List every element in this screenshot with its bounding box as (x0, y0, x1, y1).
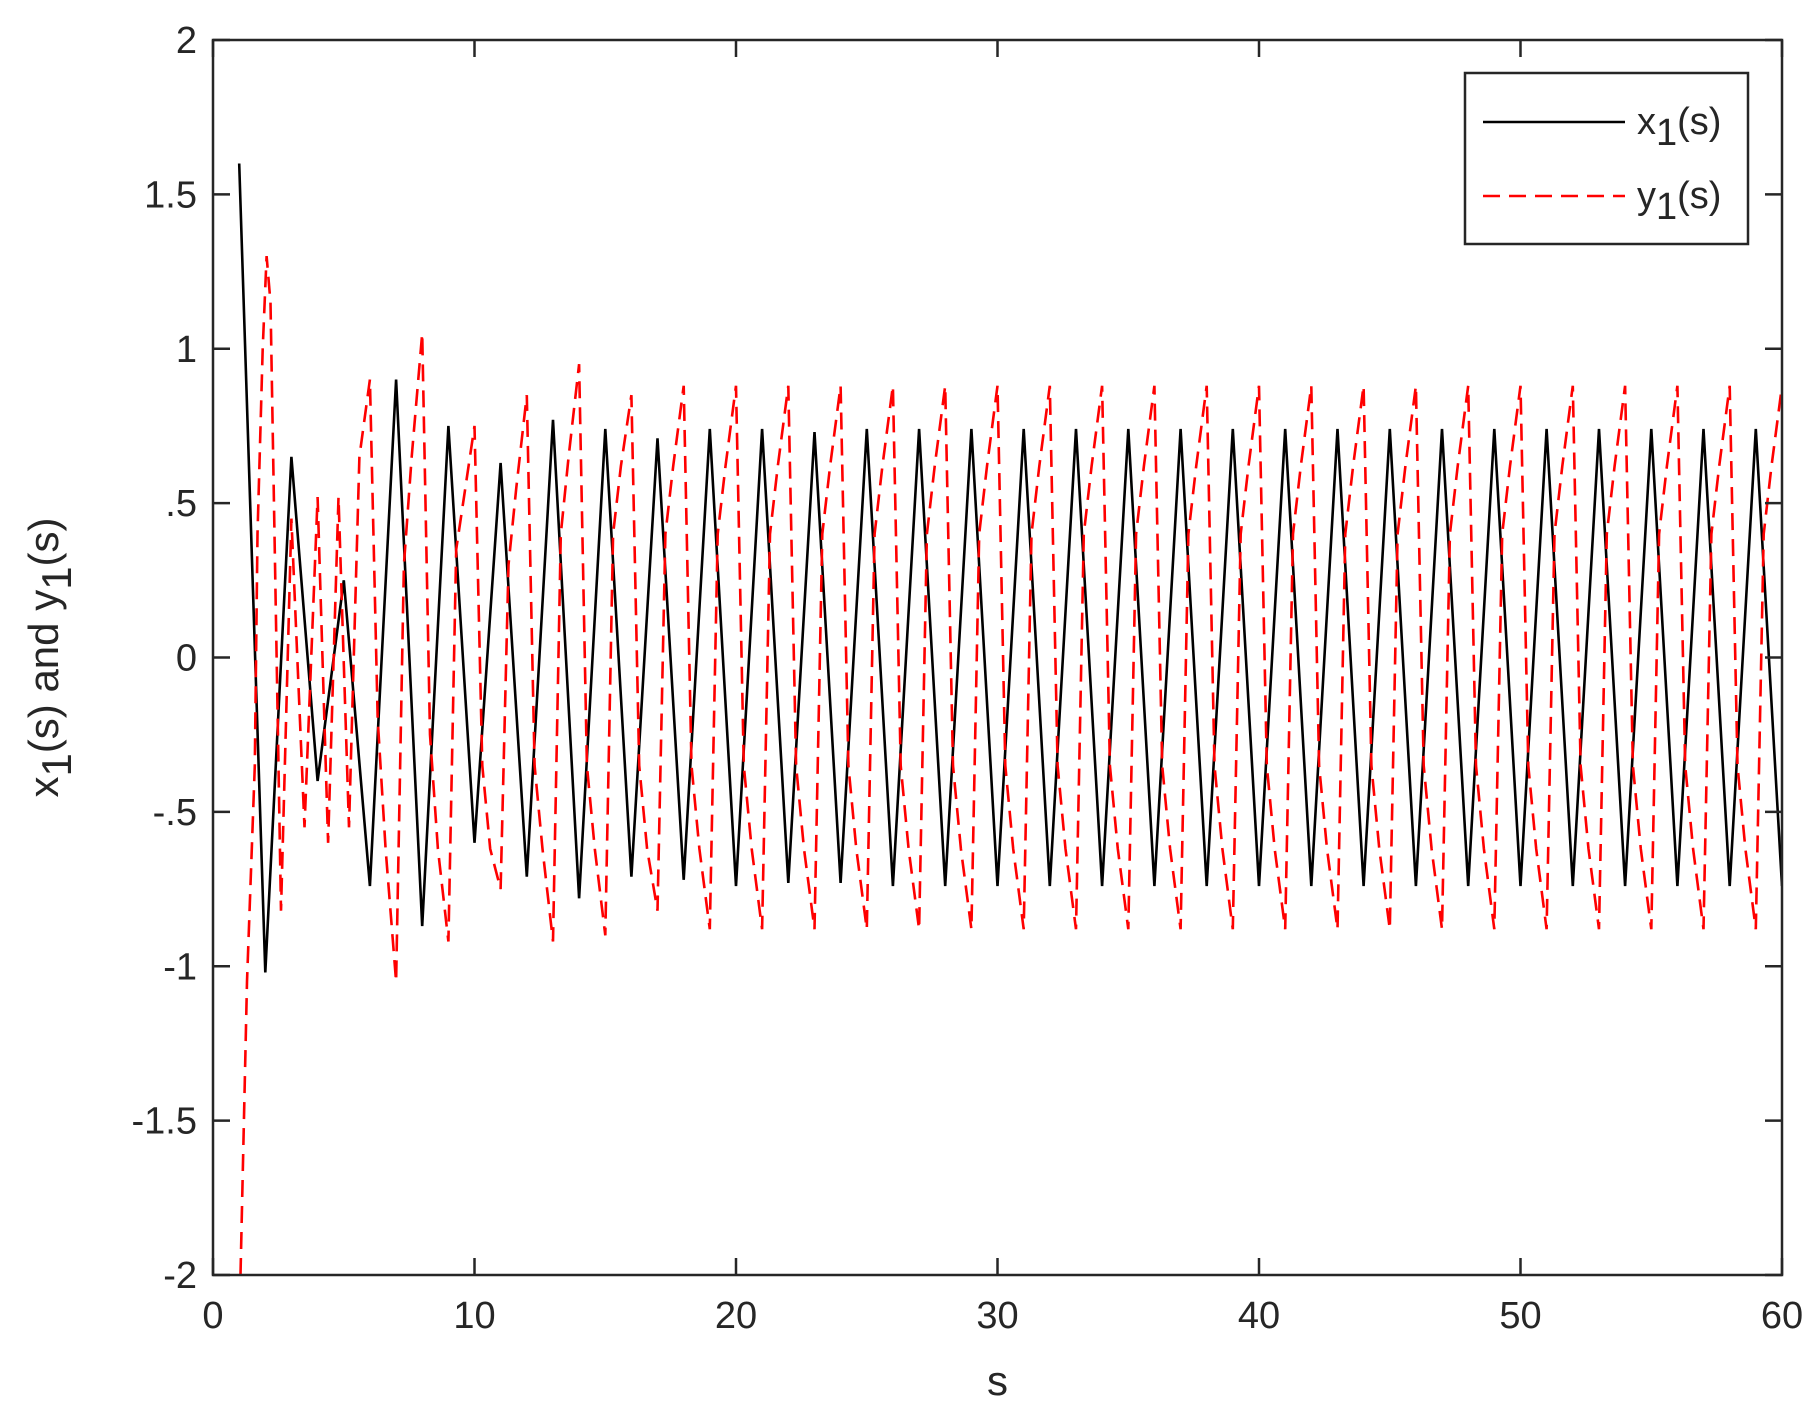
x-tick-label: 10 (453, 1295, 495, 1337)
series-line-1 (237, 163, 1782, 973)
y-tick-label: -.5 (153, 792, 197, 834)
ticks-layer: 0 10 20 30 40 50 60 -2 -1.5 -1 -.5 0 .5 1 1.5 2 (132, 20, 1804, 1337)
y-tick-label: -1 (163, 946, 197, 988)
y-tick-label: -2 (163, 1255, 197, 1297)
series-layer (237, 163, 1782, 1275)
legend-label-2: y1(s) (1637, 175, 1721, 228)
y-tick-label: 1 (176, 329, 197, 371)
x-tick-label: 60 (1761, 1295, 1803, 1337)
x-tick-label: 30 (976, 1295, 1018, 1337)
y-axis-label: x1(s) and y1(s) (20, 517, 80, 797)
y-tick-label: 2 (176, 20, 197, 62)
x-tick-label: 50 (1499, 1295, 1541, 1337)
y-tick-label: 0 (176, 638, 197, 680)
y-tick-label: -1.5 (132, 1101, 197, 1143)
x-tick-label: 40 (1238, 1295, 1280, 1337)
y-tick-label: .5 (165, 483, 197, 525)
x-axis-label: s (987, 1357, 1008, 1404)
legend-label-1: x1(s) (1637, 101, 1721, 154)
legend: x1(s) y1(s) (1463, 71, 1750, 246)
legend-box (1463, 71, 1750, 246)
x-tick-label: 20 (715, 1295, 757, 1337)
y-tick-label: 1.5 (144, 174, 197, 216)
series-line-2 (239, 255, 1782, 1275)
x-tick-label: 0 (202, 1295, 223, 1337)
